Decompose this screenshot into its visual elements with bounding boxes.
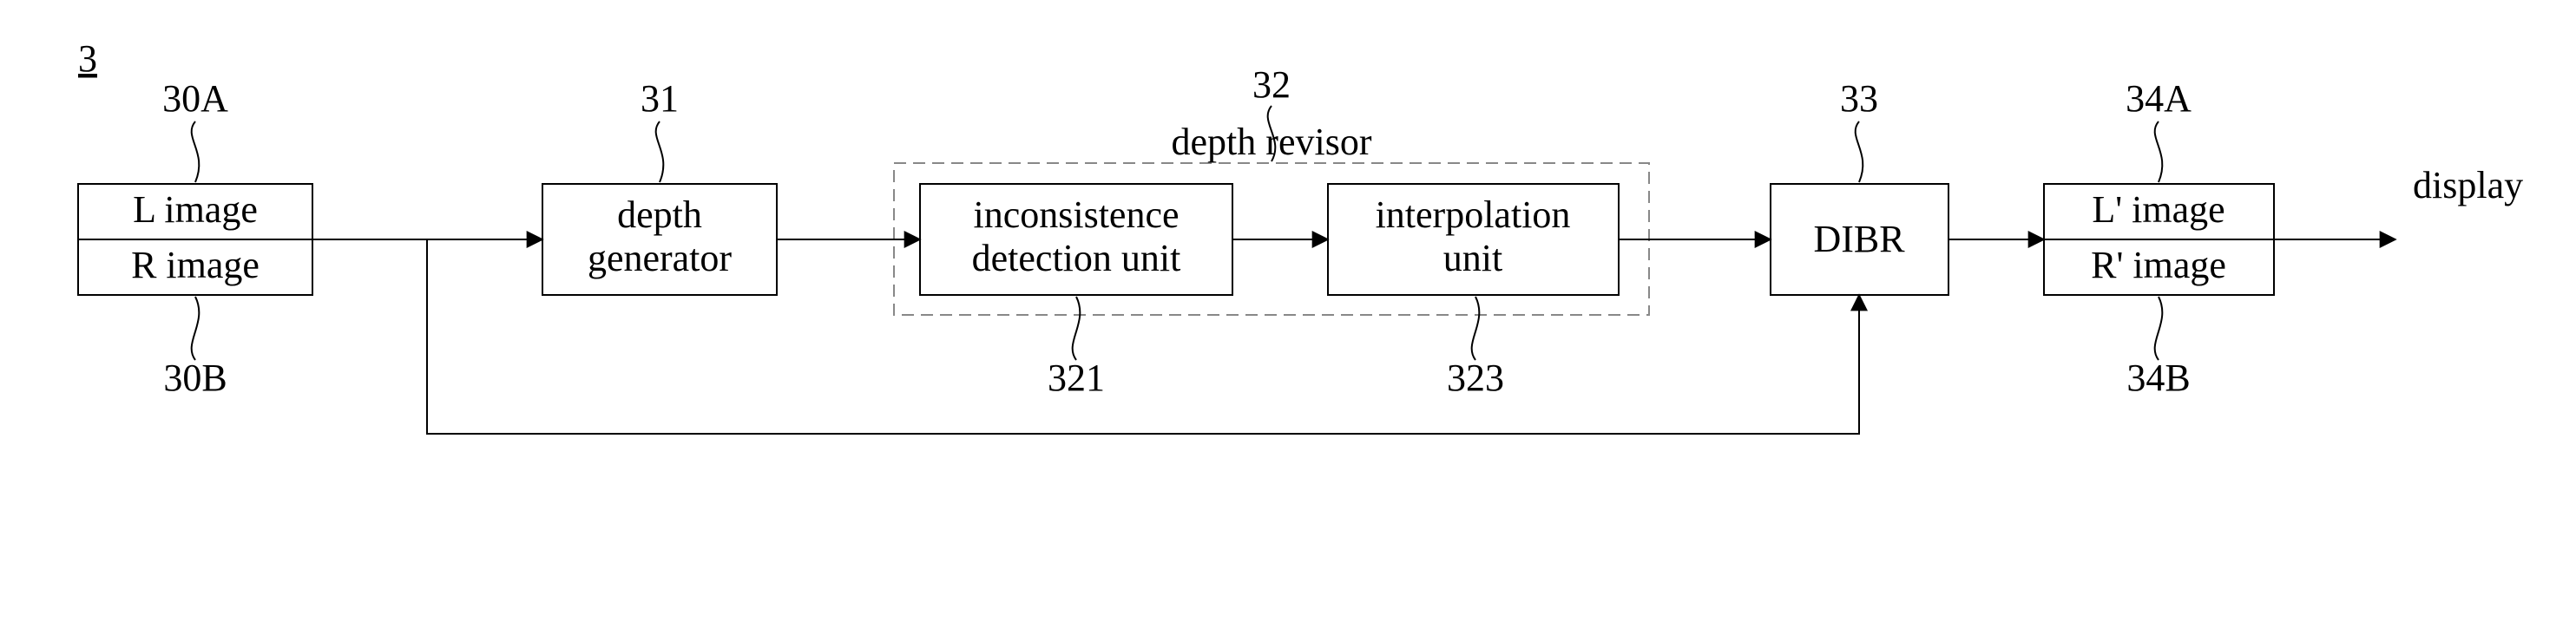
ref-323: 323 xyxy=(1447,357,1504,399)
ref-30b: 30B xyxy=(163,357,227,399)
tilde-30a xyxy=(192,121,200,182)
dibr-block: DIBR xyxy=(1771,184,1948,295)
output-block: L' image R' image xyxy=(2044,184,2274,295)
output-bottom-label: R' image xyxy=(2091,244,2226,286)
ref-30a: 30A xyxy=(162,77,228,120)
depth-generator-line1: depth xyxy=(617,193,702,236)
dibr-label: DIBR xyxy=(1813,218,1905,260)
output-top-label: L' image xyxy=(2092,188,2224,231)
input-top-label: L image xyxy=(133,188,258,231)
tilde-321 xyxy=(1073,297,1081,360)
interpolation-line2: unit xyxy=(1443,237,1502,279)
inconsistence-block: inconsistence detection unit xyxy=(920,184,1232,295)
input-block: L image R image xyxy=(78,184,312,295)
display-label: display xyxy=(2413,164,2523,206)
ref-31: 31 xyxy=(641,77,679,120)
depth-generator-line2: generator xyxy=(588,237,732,279)
interpolation-line1: interpolation xyxy=(1376,193,1571,236)
tilde-323 xyxy=(1472,297,1480,360)
inconsistence-line2: detection unit xyxy=(972,237,1181,279)
diagram-ref-number: 3 xyxy=(78,37,97,80)
ref-32: 32 xyxy=(1252,63,1291,106)
tilde-34a xyxy=(2155,121,2163,182)
ref-33: 33 xyxy=(1840,77,1878,120)
tilde-34b xyxy=(2155,297,2163,360)
tilde-33 xyxy=(1856,121,1863,182)
ref-321: 321 xyxy=(1048,357,1105,399)
inconsistence-line1: inconsistence xyxy=(973,193,1179,236)
depth-revisor-label: depth revisor xyxy=(1172,121,1372,163)
block-diagram: 3 L image R image depth generator depth … xyxy=(0,0,2576,622)
ref-34a: 34A xyxy=(2126,77,2192,120)
tilde-31 xyxy=(656,121,664,182)
interpolation-block: interpolation unit xyxy=(1328,184,1619,295)
depth-generator-block: depth generator xyxy=(542,184,777,295)
ref-34b: 34B xyxy=(2126,357,2190,399)
tilde-30b xyxy=(192,297,200,360)
input-bottom-label: R image xyxy=(131,244,260,286)
